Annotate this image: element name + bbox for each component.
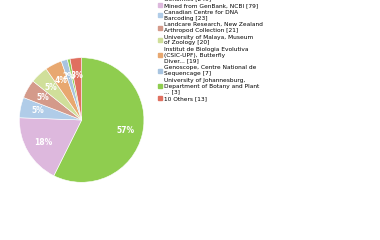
Text: 5%: 5% (32, 107, 44, 115)
Legend: Centre for Biodiversity
Genomics [249], Mined from GenBank, NCBI [79], Canadian : Centre for Biodiversity Genomics [249], … (158, 0, 263, 101)
Wedge shape (46, 61, 82, 120)
Text: 2%: 2% (63, 72, 76, 81)
Wedge shape (54, 58, 144, 182)
Wedge shape (24, 81, 82, 120)
Text: 4%: 4% (55, 76, 68, 84)
Wedge shape (67, 59, 82, 120)
Text: 18%: 18% (34, 138, 52, 147)
Text: 5%: 5% (44, 83, 57, 92)
Wedge shape (19, 118, 82, 176)
Wedge shape (61, 59, 82, 120)
Wedge shape (33, 69, 82, 120)
Wedge shape (19, 97, 82, 120)
Wedge shape (70, 58, 82, 120)
Text: 5%: 5% (36, 93, 49, 102)
Text: 3%: 3% (71, 71, 84, 80)
Text: 57%: 57% (116, 126, 135, 135)
